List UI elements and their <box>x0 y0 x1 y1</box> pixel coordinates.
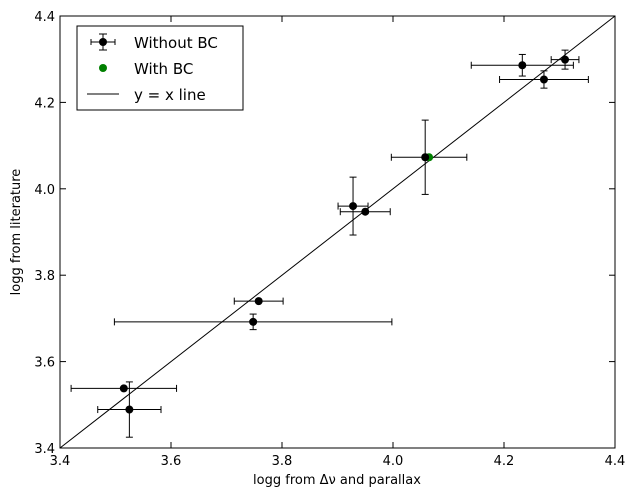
point-without-bc-2 <box>249 317 258 326</box>
y-tick-label-0: 3.4 <box>34 442 55 457</box>
x-tick-label-3: 4.0 <box>383 454 404 469</box>
point-without-bc-6 <box>421 153 430 162</box>
legend-label-reference-line: y = x line <box>134 86 206 104</box>
x-tick-label-2: 3.8 <box>272 454 293 469</box>
plot-frame <box>59 15 616 449</box>
legend: Without BC With BC y = x line <box>76 25 244 111</box>
legend-marker-with-bc <box>99 64 107 72</box>
legend-marker-without-bc <box>99 38 107 46</box>
y-tick-label-5: 4.4 <box>34 10 55 25</box>
point-without-bc-1 <box>125 405 134 414</box>
x-tick-label-0: 3.4 <box>50 454 71 469</box>
reference-line-y-equals-x <box>59 15 616 449</box>
point-without-bc-9 <box>561 55 570 64</box>
x-tick-label-4: 4.2 <box>494 454 515 469</box>
legend-label-without-bc: Without BC <box>134 34 218 52</box>
x-tick-label-5: 4.4 <box>605 454 626 469</box>
y-tick-label-1: 3.6 <box>34 356 55 371</box>
point-without-bc-0 <box>119 384 128 393</box>
point-without-bc-3 <box>254 297 263 306</box>
y-tick-label-4: 4.2 <box>34 96 55 111</box>
plot-elements <box>59 15 616 449</box>
y-tick-label-3: 4.0 <box>34 183 55 198</box>
axes-frame <box>59 15 616 449</box>
point-without-bc-7 <box>518 61 527 70</box>
point-without-bc-4 <box>349 202 358 211</box>
x-axis-label: logg from Δν and parallax <box>253 473 421 488</box>
ticks: 3.4 3.6 3.8 4.0 4.2 4.4 3.4 3.6 3.8 4.0 4.2 4.4 <box>34 10 625 469</box>
point-without-bc-8 <box>539 75 548 84</box>
y-tick-label-2: 3.8 <box>34 269 55 284</box>
legend-label-with-bc: With BC <box>134 60 193 78</box>
x-tick-label-1: 3.6 <box>161 454 182 469</box>
point-without-bc-5 <box>361 207 370 216</box>
y-axis-label: logg from literature <box>9 169 24 296</box>
